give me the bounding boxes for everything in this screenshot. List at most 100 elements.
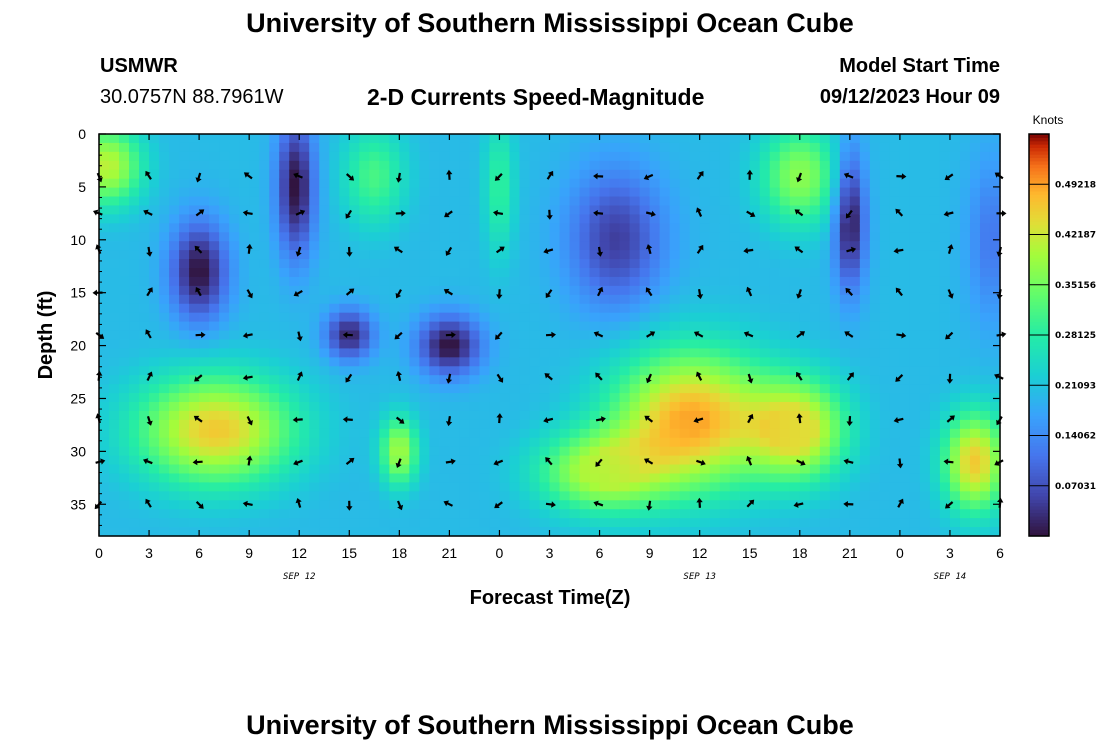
heatmap-cell xyxy=(449,527,460,537)
heatmap-cell xyxy=(519,205,531,215)
heatmap-cell xyxy=(179,276,190,287)
heatmap-cell xyxy=(489,321,501,332)
heatmap-cell xyxy=(749,232,761,242)
heatmap-cell xyxy=(529,375,541,385)
heatmap-cell xyxy=(129,410,140,421)
heatmap-cell xyxy=(159,205,170,215)
heatmap-cell xyxy=(829,446,841,457)
heatmap-cell xyxy=(259,437,270,448)
heatmap-cell xyxy=(609,473,621,483)
heatmap-cell xyxy=(289,268,300,278)
heatmap-cell xyxy=(829,268,841,278)
heatmap-cell xyxy=(189,330,200,341)
heatmap-cell xyxy=(919,196,931,207)
heatmap-cell xyxy=(679,446,691,457)
heatmap-cell xyxy=(279,339,290,349)
heatmap-cell xyxy=(419,142,430,153)
heatmap-cell xyxy=(729,187,741,198)
heatmap-cell xyxy=(859,339,871,349)
heatmap-cell xyxy=(549,518,561,528)
heatmap-cell xyxy=(279,250,290,260)
heatmap-cell xyxy=(539,312,551,323)
heatmap-cell xyxy=(799,169,811,180)
heatmap-cell xyxy=(649,169,661,180)
heatmap-cell xyxy=(99,250,110,260)
colorbar-segment xyxy=(1029,160,1049,165)
heatmap-cell xyxy=(429,491,440,501)
heatmap-cell xyxy=(199,196,210,207)
heatmap-cell xyxy=(899,393,911,403)
heatmap-cell xyxy=(469,527,481,537)
heatmap-cell xyxy=(579,232,591,242)
heatmap-cell xyxy=(849,214,861,224)
heatmap-cell xyxy=(509,312,521,323)
heatmap-cell xyxy=(659,518,671,528)
heatmap-cell xyxy=(119,268,130,278)
heatmap-cell xyxy=(309,178,320,189)
heatmap-cell xyxy=(189,241,200,251)
heatmap-cell xyxy=(909,366,921,376)
heatmap-cell xyxy=(779,151,791,162)
heatmap-cell xyxy=(789,348,801,358)
heatmap-cell xyxy=(759,375,771,385)
heatmap-cell xyxy=(779,375,791,385)
heatmap-cell xyxy=(259,518,270,528)
heatmap-cell xyxy=(569,187,581,198)
heatmap-cell xyxy=(199,473,210,483)
heatmap-cell xyxy=(399,294,410,305)
heatmap-cell xyxy=(879,312,891,323)
heatmap-cell xyxy=(649,321,661,332)
heatmap-cell xyxy=(689,259,701,269)
heatmap-cell xyxy=(919,178,931,189)
heatmap-cell xyxy=(639,303,651,314)
heatmap-cell xyxy=(669,169,681,180)
heatmap-cell xyxy=(569,509,581,519)
heatmap-cell xyxy=(579,527,591,537)
heatmap-cell xyxy=(789,312,801,323)
heatmap-cell xyxy=(959,169,971,180)
heatmap-cell xyxy=(929,312,941,323)
heatmap-cell xyxy=(369,410,380,421)
heatmap-cell xyxy=(369,268,380,278)
heatmap-cell xyxy=(159,196,170,207)
heatmap-cell xyxy=(229,134,240,144)
heatmap-cell xyxy=(769,312,781,323)
heatmap-cell xyxy=(119,223,130,233)
heatmap-cell xyxy=(849,259,861,269)
heatmap-cell xyxy=(729,446,741,457)
heatmap-cell xyxy=(129,294,140,305)
heatmap-cell xyxy=(969,455,981,466)
heatmap-cell xyxy=(519,473,531,483)
heatmap-cell xyxy=(659,214,671,224)
heatmap-cell xyxy=(349,482,360,492)
heatmap-cell xyxy=(479,321,491,332)
heatmap-cell xyxy=(539,214,551,224)
heatmap-cell xyxy=(439,178,450,189)
heatmap-cell xyxy=(979,196,991,207)
heatmap-cell xyxy=(359,321,370,332)
heatmap-cell xyxy=(159,321,170,332)
heatmap-cell xyxy=(929,330,941,341)
heatmap-cell xyxy=(369,375,380,385)
heatmap-cell xyxy=(199,205,210,215)
heatmap-cell xyxy=(129,303,140,314)
heatmap-cell xyxy=(829,259,841,269)
heatmap-cell xyxy=(349,303,360,314)
heatmap-cell xyxy=(709,410,721,421)
heatmap-cell xyxy=(259,294,270,305)
heatmap-cell xyxy=(169,169,180,180)
heatmap-cell xyxy=(879,384,891,394)
heatmap-cell xyxy=(789,142,801,153)
heatmap-cell xyxy=(709,366,721,376)
heatmap-cell xyxy=(949,142,961,153)
current-arrow xyxy=(143,209,153,216)
heatmap-cell xyxy=(709,321,721,332)
heatmap-cell xyxy=(989,151,1001,162)
heatmap-cell xyxy=(979,509,991,519)
heatmap-cell xyxy=(549,259,561,269)
heatmap-cell xyxy=(749,196,761,207)
heatmap-cell xyxy=(869,321,881,332)
heatmap-cell xyxy=(969,428,981,439)
colorbar-segment xyxy=(1029,499,1049,504)
heatmap-cell xyxy=(119,312,130,323)
